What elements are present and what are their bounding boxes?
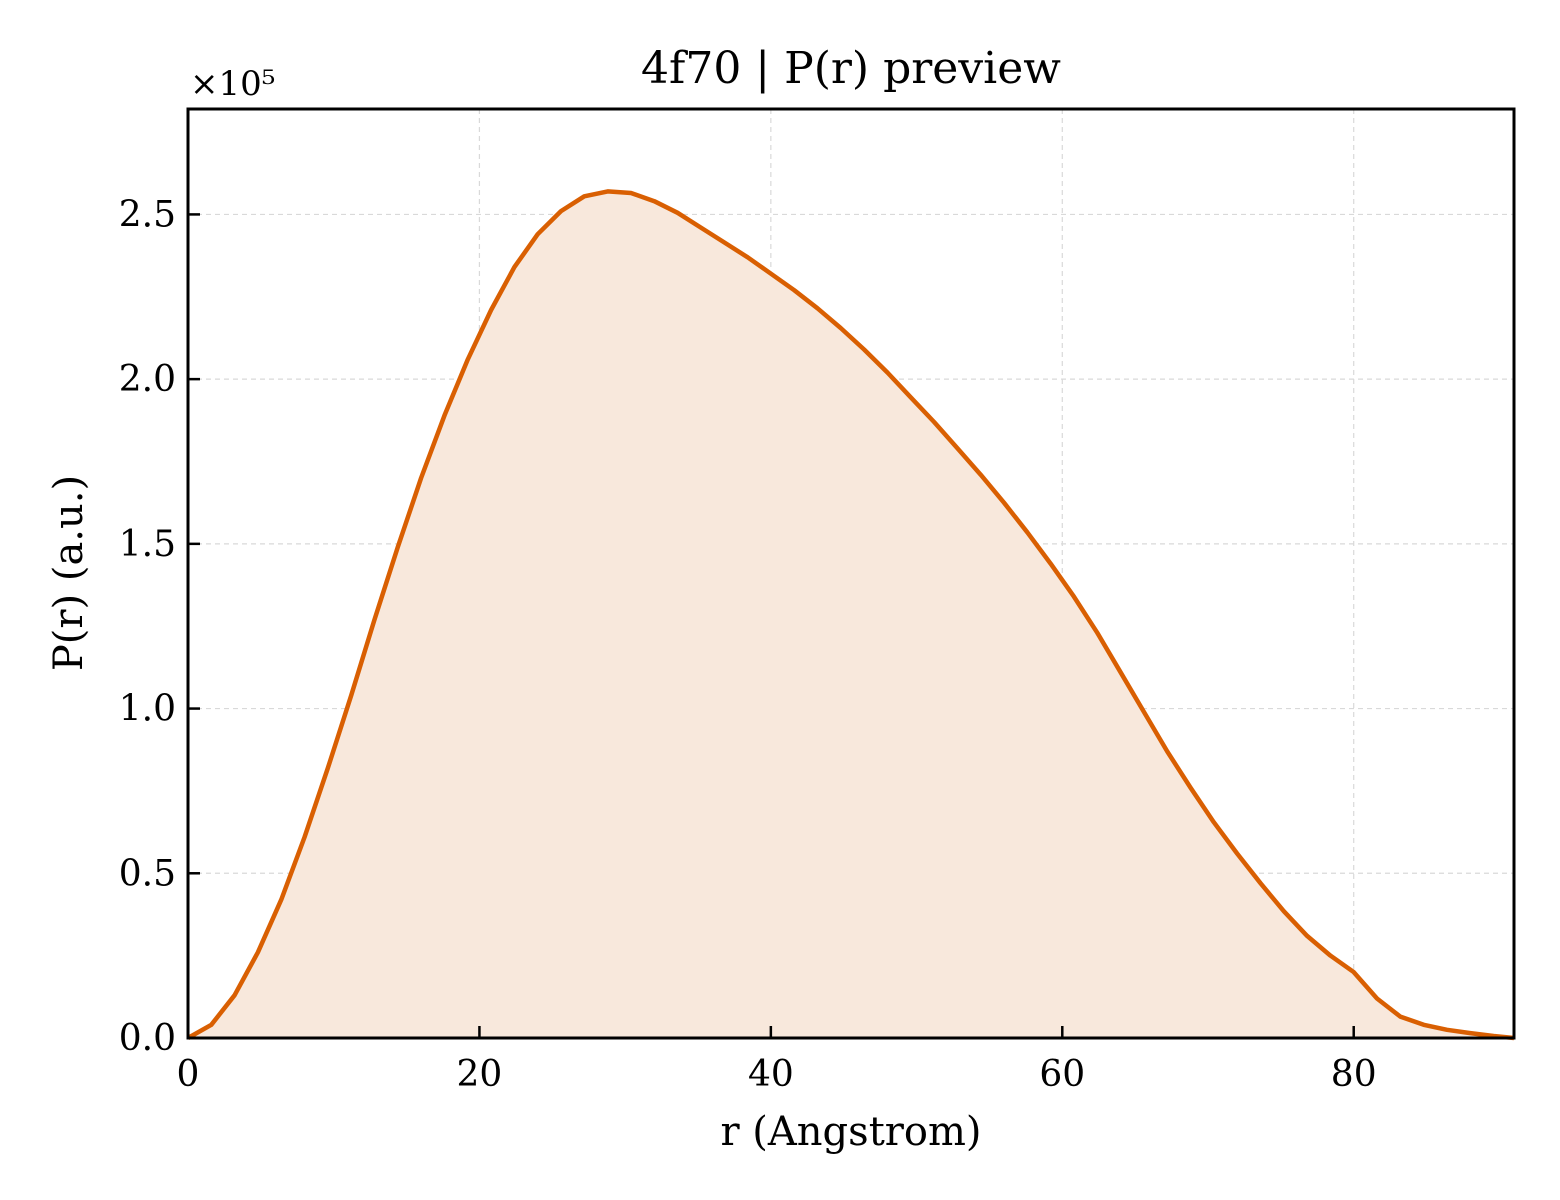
x-tick-label: 40: [748, 1054, 794, 1095]
y-tick-label: 2.0: [119, 359, 176, 400]
plot-frame: [186, 107, 1516, 1040]
x-tick-label: 80: [1331, 1054, 1377, 1095]
y-tick-label: 1.0: [119, 689, 176, 730]
series-area-fill: [188, 191, 1514, 1038]
axis-ticks: 0 20 40 60 80 0.0 0.5 1.0 1.5 2.0 2.5: [119, 194, 1377, 1095]
y-axis-label: P(r) (a.u.): [46, 475, 92, 671]
series-line: [186, 189, 1515, 1041]
y-tick-label: 2.5: [119, 194, 176, 235]
y-multiplier-label: ×10⁵: [190, 64, 275, 104]
y-tick-label: 0.0: [119, 1018, 176, 1059]
chart-title: 4f70 | P(r) preview: [641, 43, 1061, 94]
x-axis-label: r (Angstrom): [720, 1109, 981, 1155]
y-tick-label: 0.5: [119, 853, 176, 894]
x-tick-label: 0: [177, 1054, 200, 1095]
y-tick-label: 1.5: [119, 524, 176, 565]
x-tick-label: 20: [457, 1054, 503, 1095]
x-tick-label: 60: [1039, 1054, 1085, 1095]
